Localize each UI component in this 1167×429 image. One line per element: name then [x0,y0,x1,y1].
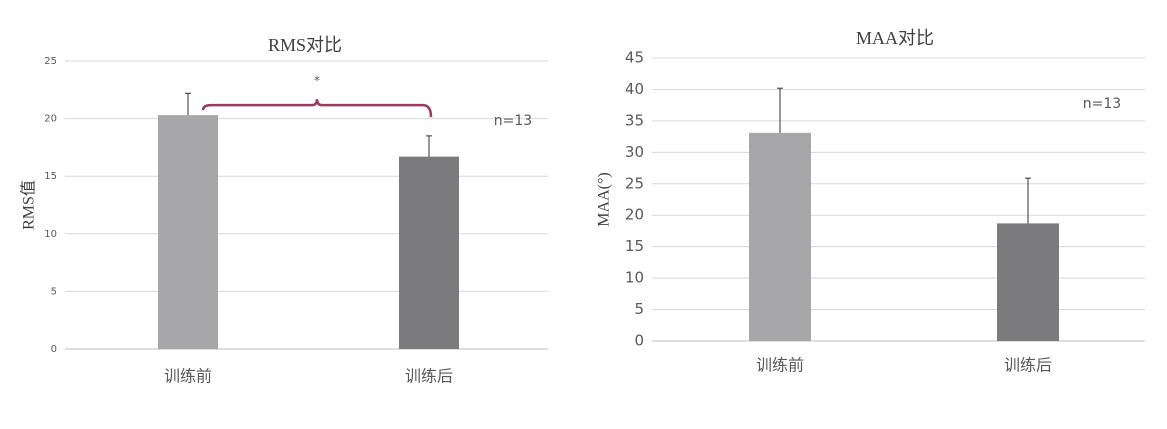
x-tick-label: 训练后 [405,367,453,386]
y-tick-label: 10 [625,269,644,287]
x-tick-label: 训练后 [1004,356,1052,375]
x-tick-label: 训练前 [756,356,804,375]
y-tick-label: 40 [625,80,644,98]
y-axis-label: RMS值 [20,180,38,230]
y-tick-label: 0 [634,332,644,350]
y-tick-label: 20 [625,206,644,224]
y-tick-label: 20 [44,114,57,125]
y-tick-label: 5 [634,300,644,318]
y-tick-label: 10 [44,229,57,240]
sample-note: n=13 [494,113,532,129]
bar [399,156,459,349]
y-tick-label: 15 [44,171,57,182]
y-tick-label: 5 [51,286,57,297]
y-tick-label: 30 [625,143,644,161]
y-tick-label: 25 [625,174,644,192]
significance-mark: * [314,74,320,88]
y-tick-label: 45 [625,49,644,67]
bar [997,223,1059,341]
y-tick-label: 0 [51,344,57,355]
bar [158,115,218,349]
sample-note: n=13 [1083,96,1121,112]
chart-title: MAA对比 [856,28,934,48]
y-axis-label: MAA(°) [596,172,613,226]
y-tick-label: 25 [44,56,57,67]
y-tick-label: 35 [625,111,644,129]
significance-bracket [201,99,433,118]
y-tick-label: 15 [625,237,644,255]
bar [749,132,811,341]
x-tick-label: 训练前 [164,367,212,386]
chart-title: RMS对比 [268,35,342,55]
